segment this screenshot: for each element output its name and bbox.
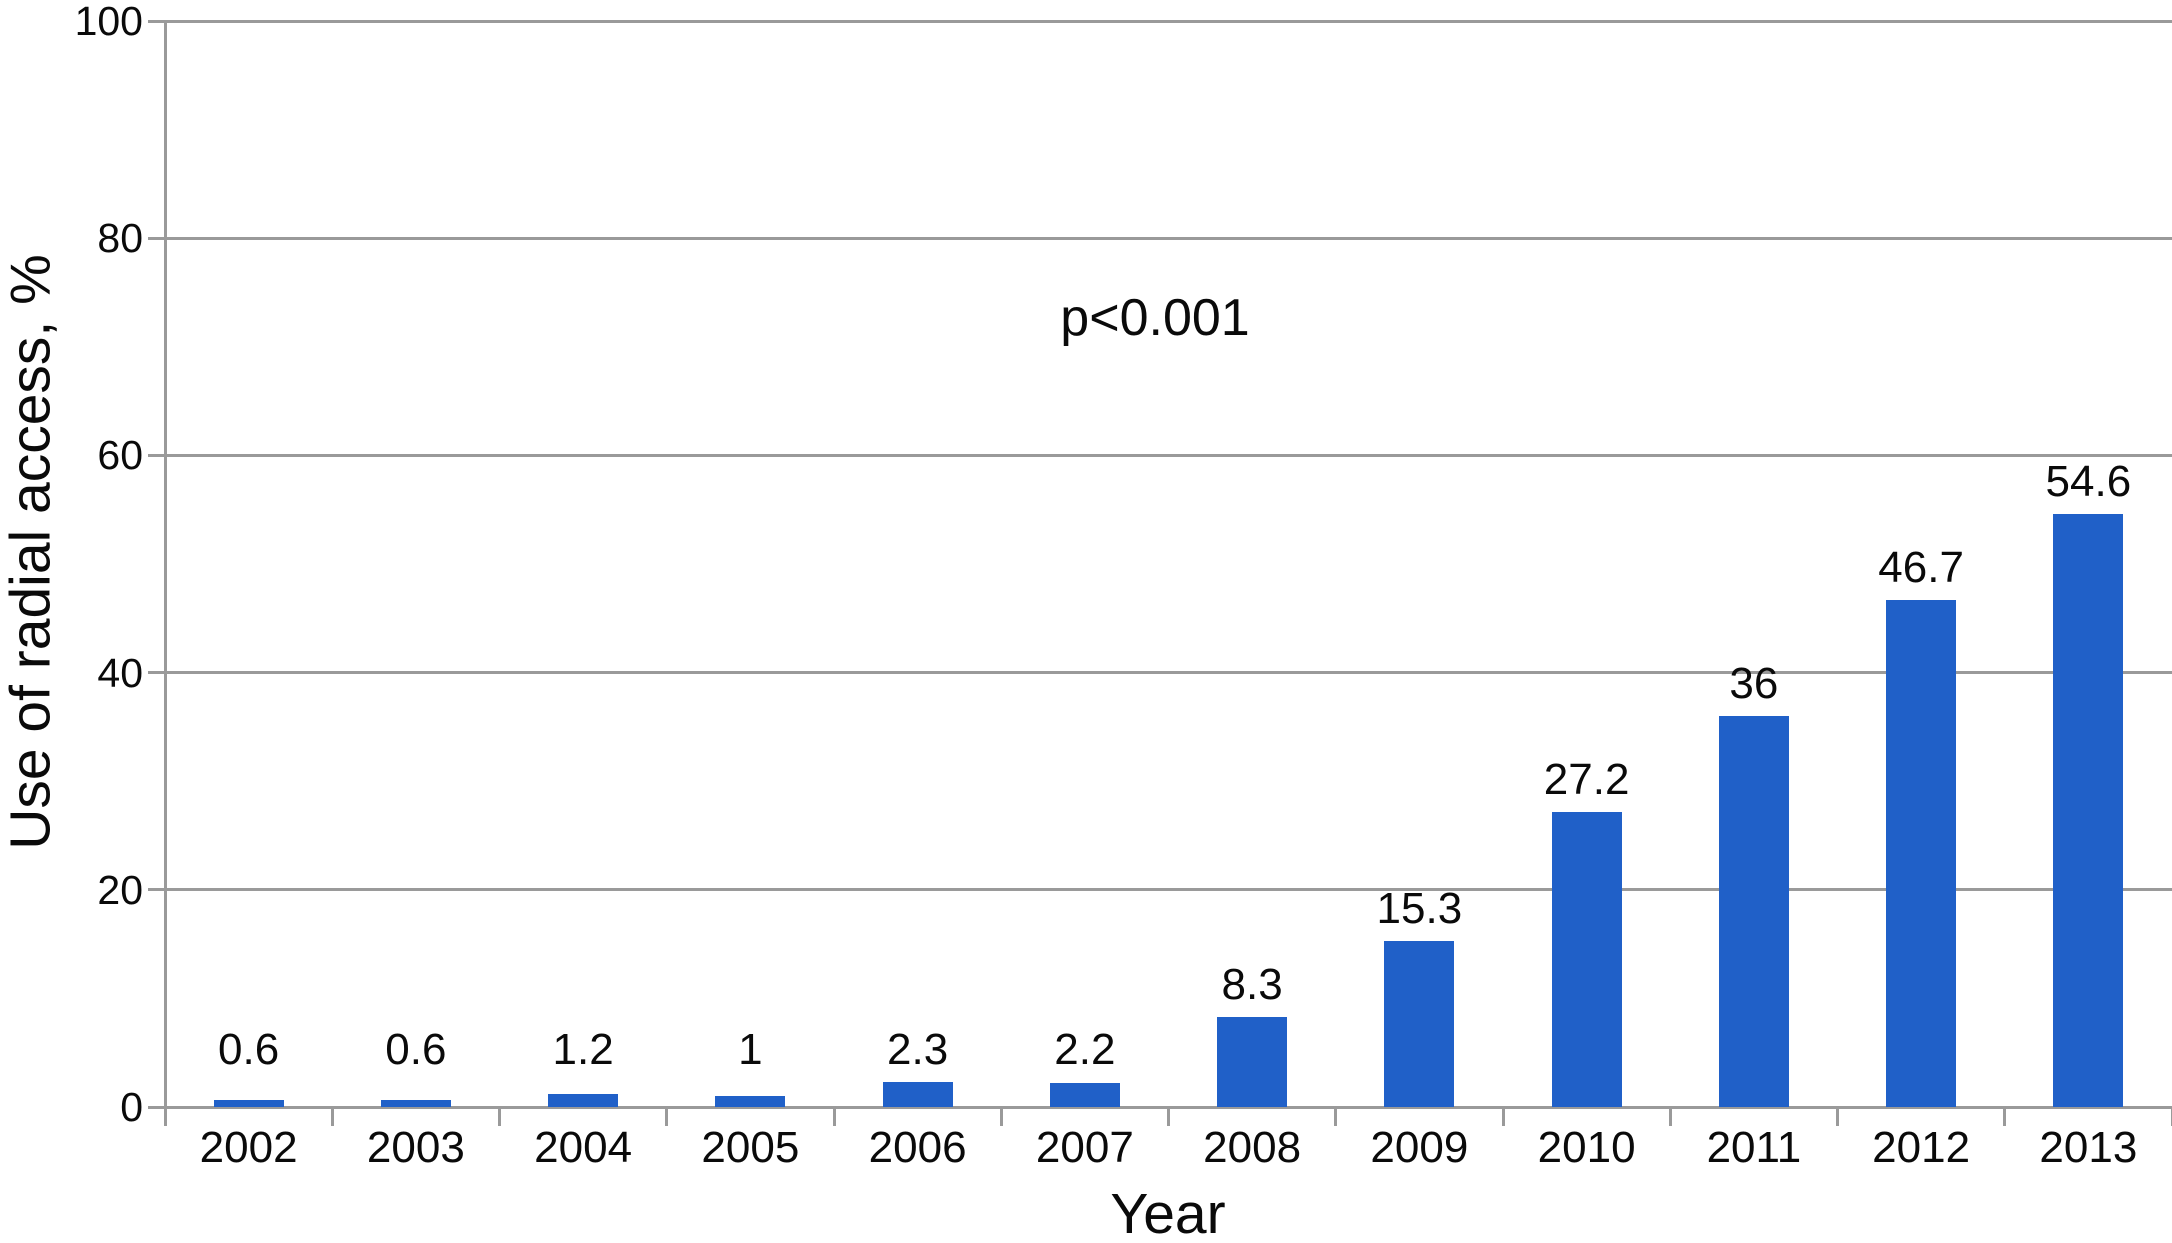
x-tick-label-2010: 2010 [1537, 1123, 1636, 1172]
y-tick-label-0: 0 [120, 1084, 143, 1130]
bar-value-label-2003: 0.6 [385, 1025, 447, 1074]
x-axis-tick-12 [2170, 1107, 2172, 1126]
y-tick-label-60: 60 [97, 432, 143, 479]
bar-2006 [882, 1082, 953, 1107]
x-axis-tick-9 [1668, 1107, 1672, 1126]
x-tick-label-2009: 2009 [1370, 1123, 1469, 1172]
gridline-100 [165, 19, 2172, 23]
y-tick-label-20: 20 [97, 866, 143, 913]
y-axis-tick-100 [148, 19, 165, 23]
x-tick-label-2013: 2013 [2039, 1123, 2138, 1172]
bar-value-label-2005: 1 [738, 1025, 763, 1074]
x-tick-label-2007: 2007 [1035, 1123, 1134, 1172]
y-axis-tick-60 [148, 453, 165, 457]
bar-value-label-2010: 27.2 [1543, 754, 1630, 804]
gridline-80 [165, 236, 2172, 240]
y-axis-tick-20 [148, 888, 165, 892]
y-tick-label-80: 80 [97, 215, 143, 262]
x-axis-tick-5 [999, 1107, 1003, 1126]
x-axis-tick-10 [1836, 1107, 1839, 1126]
bar-2005 [715, 1096, 786, 1107]
x-axis-tick-0 [163, 1107, 167, 1126]
x-tick-label-2008: 2008 [1203, 1123, 1302, 1172]
p-value-annotation: p<0.001 [1060, 289, 1250, 347]
y-axis-tick-40 [148, 671, 165, 675]
bar-2013 [2053, 514, 2124, 1107]
x-tick-label-2006: 2006 [868, 1123, 967, 1172]
bar-value-label-2006: 2.3 [887, 1025, 949, 1074]
x-axis-tick-2 [498, 1107, 501, 1126]
x-axis-tick-11 [2003, 1107, 2007, 1126]
x-axis-tick-4 [832, 1107, 836, 1126]
y-axis-line [163, 21, 167, 1126]
bar-value-label-2008: 8.3 [1221, 959, 1283, 1009]
y-tick-label-40: 40 [97, 649, 143, 696]
bar-value-label-2004: 1.2 [552, 1025, 614, 1074]
bar-2004 [548, 1093, 619, 1107]
bar-value-label-2009: 15.3 [1376, 883, 1463, 933]
gridline-60 [165, 453, 2172, 457]
gridline-40 [165, 671, 2172, 675]
bar-value-label-2007: 2.2 [1054, 1025, 1116, 1074]
bar-2003 [380, 1100, 451, 1107]
x-tick-label-2011: 2011 [1706, 1123, 1802, 1172]
x-axis-tick-6 [1167, 1107, 1170, 1126]
x-tick-label-2005: 2005 [701, 1123, 800, 1172]
bar-2008 [1217, 1016, 1288, 1107]
x-axis-tick-8 [1501, 1107, 1505, 1126]
gridline-20 [165, 888, 2172, 892]
x-axis-title: Year [1110, 1182, 1226, 1243]
y-axis-tick-80 [148, 236, 165, 240]
y-tick-label-100: 100 [74, 0, 143, 44]
bar-value-label-2013: 54.6 [2045, 457, 2132, 507]
x-axis-tick-3 [665, 1107, 669, 1126]
bar-value-label-2011: 36 [1729, 659, 1779, 709]
bar-2010 [1551, 811, 1622, 1107]
bar-2011 [1718, 716, 1789, 1107]
x-axis-tick-7 [1334, 1107, 1338, 1126]
x-tick-label-2003: 2003 [366, 1123, 465, 1172]
x-tick-label-2004: 2004 [534, 1123, 633, 1172]
bar-2009 [1384, 940, 1455, 1107]
bar-2012 [1886, 599, 1957, 1107]
bar-value-label-2002: 0.6 [218, 1025, 280, 1074]
x-axis-tick-1 [330, 1107, 334, 1126]
bar-2007 [1049, 1083, 1120, 1107]
x-tick-label-2012: 2012 [1872, 1123, 1971, 1172]
y-axis-tick-0 [148, 1105, 165, 1109]
bar-value-label-2012: 46.7 [1878, 542, 1964, 592]
bar-2002 [213, 1100, 284, 1107]
y-axis-title: Use of radial access, % [0, 254, 63, 850]
x-tick-label-2002: 2002 [199, 1123, 298, 1172]
